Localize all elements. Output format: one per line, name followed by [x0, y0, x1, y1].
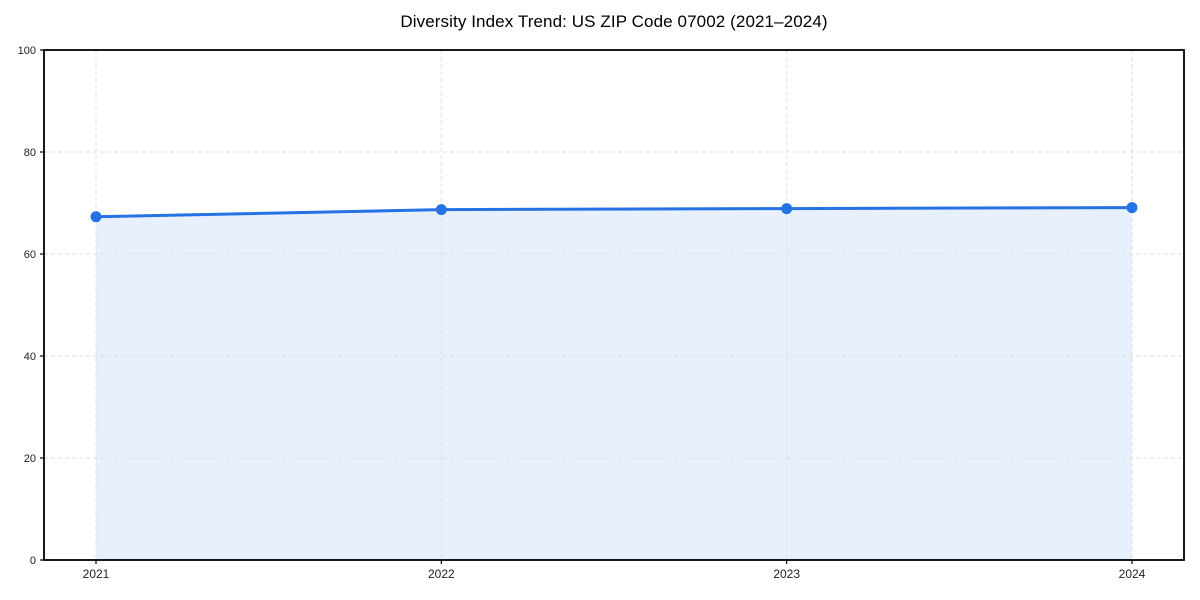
x-tick-label: 2022: [428, 567, 455, 581]
y-tick-label: 20: [24, 453, 36, 465]
x-tick-label: 2021: [83, 567, 110, 581]
plot-border: [43, 49, 1185, 561]
trend-line: [94, 206, 1134, 219]
y-tick-label: 80: [24, 147, 36, 159]
y-tick-label: 40: [24, 351, 36, 363]
data-point: [90, 211, 102, 223]
chart-title: Diversity Index Trend: US ZIP Code 07002…: [400, 12, 828, 31]
area-fill: [96, 207, 1132, 560]
x-tick-label: 2023: [773, 567, 800, 581]
x-tick-label: 2024: [1119, 567, 1146, 581]
y-tick-label: 100: [18, 45, 36, 57]
data-point: [781, 203, 793, 215]
y-tick-label: 0: [30, 555, 36, 567]
y-tick-label: 60: [24, 249, 36, 261]
data-point: [435, 204, 447, 216]
data-point: [1126, 202, 1138, 214]
